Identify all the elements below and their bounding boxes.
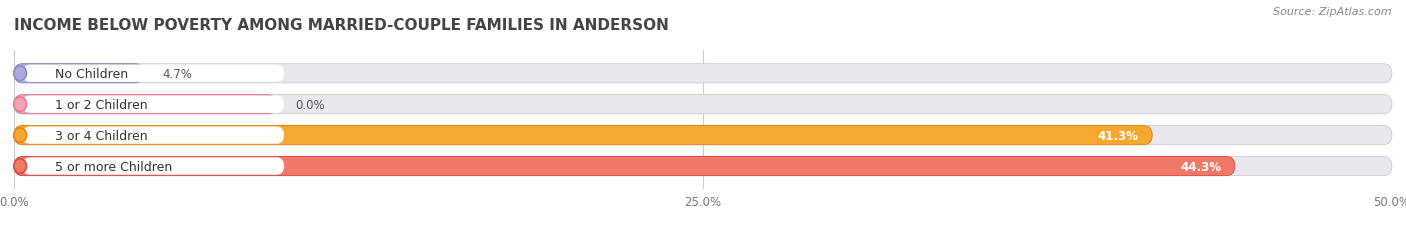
- Text: 41.3%: 41.3%: [1098, 129, 1139, 142]
- FancyBboxPatch shape: [22, 158, 284, 175]
- FancyBboxPatch shape: [22, 96, 284, 113]
- Text: INCOME BELOW POVERTY AMONG MARRIED-COUPLE FAMILIES IN ANDERSON: INCOME BELOW POVERTY AMONG MARRIED-COUPL…: [14, 18, 669, 33]
- Circle shape: [14, 97, 27, 112]
- FancyBboxPatch shape: [14, 95, 276, 114]
- FancyBboxPatch shape: [14, 126, 1392, 145]
- Circle shape: [14, 159, 27, 173]
- FancyBboxPatch shape: [14, 157, 1234, 176]
- Text: 5 or more Children: 5 or more Children: [55, 160, 173, 173]
- FancyBboxPatch shape: [22, 127, 284, 144]
- FancyBboxPatch shape: [14, 126, 1152, 145]
- Text: 1 or 2 Children: 1 or 2 Children: [55, 98, 148, 111]
- Text: 44.3%: 44.3%: [1180, 160, 1220, 173]
- FancyBboxPatch shape: [22, 65, 284, 82]
- Text: 3 or 4 Children: 3 or 4 Children: [55, 129, 148, 142]
- Circle shape: [14, 67, 27, 81]
- FancyBboxPatch shape: [14, 64, 143, 83]
- FancyBboxPatch shape: [14, 157, 1392, 176]
- Text: No Children: No Children: [55, 67, 128, 80]
- Text: 0.0%: 0.0%: [295, 98, 325, 111]
- Text: 4.7%: 4.7%: [163, 67, 193, 80]
- Circle shape: [14, 128, 27, 143]
- FancyBboxPatch shape: [14, 64, 1392, 83]
- FancyBboxPatch shape: [14, 95, 1392, 114]
- Text: Source: ZipAtlas.com: Source: ZipAtlas.com: [1274, 7, 1392, 17]
